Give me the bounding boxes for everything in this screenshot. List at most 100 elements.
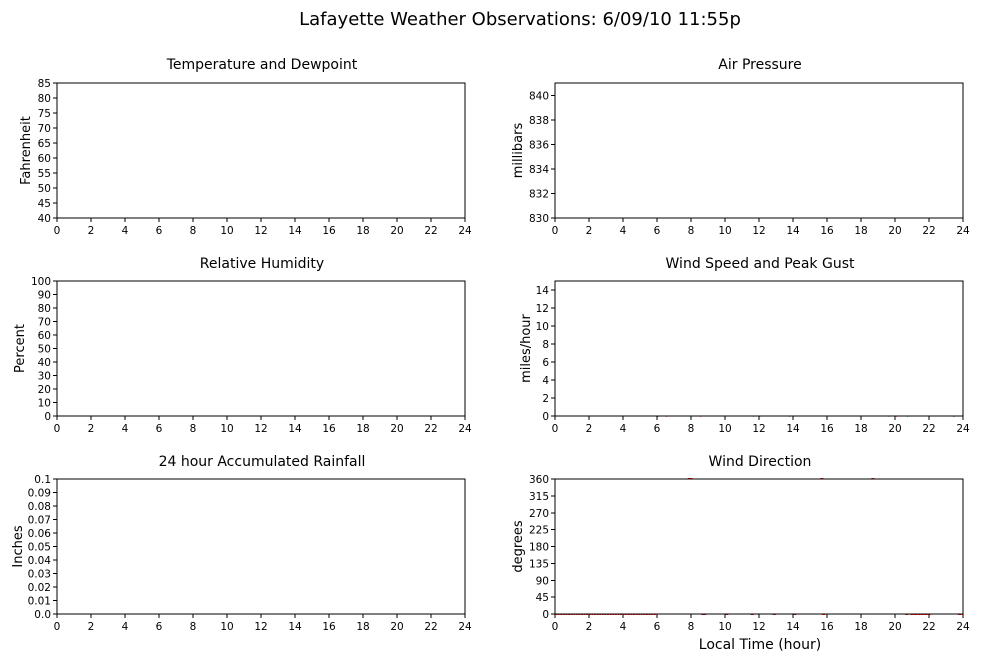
press-x-tick-label: 8 (688, 225, 695, 237)
temp-x-tick-label: 22 (424, 225, 437, 237)
wind-x-tick-label: 18 (854, 423, 867, 435)
wind-x-tick-label: 16 (820, 423, 834, 435)
dir-x-tick-label: 12 (752, 621, 765, 633)
rain-y-tick-label: 0.08 (28, 501, 51, 513)
rh-x-tick-label: 4 (122, 423, 129, 435)
rain-x-tick-label: 10 (220, 621, 233, 633)
temp-x-tick-label: 2 (88, 225, 95, 237)
figure-title: Lafayette Weather Observations: 6/09/10 … (299, 9, 741, 30)
wind-x-tick-label: 12 (752, 423, 765, 435)
wind-x-tick-label: 6 (654, 423, 661, 435)
rain-x-tick-label: 0 (54, 621, 61, 633)
temp-y-tick-label: 70 (38, 123, 51, 135)
temp-y-tick-label: 75 (38, 108, 51, 120)
temp-x-tick-label: 14 (288, 225, 302, 237)
rain-y-axis-label: Inches (11, 525, 26, 567)
temp-frame (56, 82, 466, 219)
rh-x-tick-label: 18 (356, 423, 369, 435)
rh-x-tick-label: 0 (54, 423, 61, 435)
rh-x-tick-label: 22 (424, 423, 437, 435)
rain-x-tick-label: 12 (254, 621, 267, 633)
temp-y-tick-label: 40 (38, 213, 51, 225)
dir-x-tick-label: 6 (654, 621, 661, 633)
wind-title: Wind Speed and Peak Gust (666, 256, 855, 272)
rain-frame (56, 478, 466, 615)
press-x-tick-label: 0 (552, 225, 559, 237)
wind-x-tick-label: 2 (586, 423, 593, 435)
temp-y-tick-label: 45 (38, 198, 51, 210)
dir-y-tick-label: 315 (529, 491, 549, 503)
dir-x-tick-label: 0 (552, 621, 559, 633)
press-y-tick-label: 832 (529, 188, 549, 200)
rh-x-tick-label: 2 (88, 423, 95, 435)
rain-y-tick-label: 0.02 (28, 582, 51, 594)
temp-x-tick-label: 0 (54, 225, 61, 237)
wind-x-tick-label: 24 (956, 423, 970, 435)
dir-x-tick-label: 16 (820, 621, 834, 633)
dir-x-tick-label: 24 (956, 621, 970, 633)
press-x-tick-label: 12 (752, 225, 765, 237)
wind-x-tick-label: 8 (688, 423, 695, 435)
rain-x-tick-label: 24 (458, 621, 472, 633)
press-y-tick-label: 830 (529, 213, 549, 225)
temp-x-tick-label: 18 (356, 225, 369, 237)
wind-x-tick-label: 4 (620, 423, 627, 435)
rh-y-tick-label: 10 (38, 398, 51, 410)
rain-y-tick-label: 0.0 (34, 609, 51, 621)
temp-x-tick-label: 12 (254, 225, 267, 237)
rain-x-tick-label: 4 (122, 621, 129, 633)
wind-y-tick-label: 4 (542, 375, 549, 387)
press-x-tick-label: 24 (956, 225, 970, 237)
rh-y-tick-label: 0 (44, 411, 51, 423)
wind-x-tick-label: 14 (786, 423, 800, 435)
dir-x-tick-label: 18 (854, 621, 867, 633)
rh-y-tick-label: 80 (38, 303, 51, 315)
wind-frame (554, 280, 964, 417)
rh-title: Relative Humidity (200, 256, 324, 272)
dir-frame (554, 478, 964, 615)
press-x-tick-label: 14 (786, 225, 800, 237)
rain-y-tick-label: 0.06 (28, 528, 52, 540)
rain-y-tick-label: 0.01 (28, 596, 51, 608)
dir-x-tick-label: 10 (718, 621, 731, 633)
press-title: Air Pressure (718, 57, 801, 73)
press-y-tick-label: 838 (529, 115, 549, 127)
rh-y-axis-label: Percent (13, 324, 28, 373)
temp-x-tick-label: 6 (156, 225, 163, 237)
wind-y-axis-label: miles/hour (519, 313, 534, 382)
wind-x-tick-label: 22 (922, 423, 935, 435)
rain-x-tick-label: 6 (156, 621, 163, 633)
rain-x-tick-label: 8 (190, 621, 197, 633)
press-y-axis-label: millibars (511, 123, 526, 179)
press-x-tick-label: 10 (718, 225, 731, 237)
dir-x-tick-label: 8 (688, 621, 695, 633)
rh-y-tick-label: 100 (31, 276, 51, 288)
wind-x-tick-label: 20 (888, 423, 901, 435)
rain-x-tick-label: 16 (322, 621, 336, 633)
wind-y-tick-label: 8 (542, 339, 549, 351)
press-x-tick-label: 18 (854, 225, 867, 237)
wind-x-tick-label: 0 (552, 423, 559, 435)
rain-y-tick-label: 0.05 (28, 542, 51, 554)
wind-y-tick-label: 12 (536, 303, 549, 315)
rh-x-tick-label: 12 (254, 423, 267, 435)
dir-y-tick-label: 360 (529, 474, 549, 486)
wind-y-tick-label: 14 (536, 285, 550, 297)
rh-y-tick-label: 20 (38, 384, 51, 396)
rain-y-tick-label: 0.07 (28, 515, 51, 527)
wind-y-tick-label: 0 (542, 411, 549, 423)
dir-y-axis-label: degrees (511, 520, 526, 573)
rh-y-tick-label: 70 (38, 317, 51, 329)
dir-x-tick-label: 20 (888, 621, 901, 633)
press-x-tick-label: 6 (654, 225, 661, 237)
rain-x-tick-label: 2 (88, 621, 95, 633)
rain-y-tick-label: 0.09 (28, 488, 51, 500)
rain-x-tick-label: 18 (356, 621, 369, 633)
rh-x-tick-label: 6 (156, 423, 163, 435)
x-axis-label: Local Time (hour) (699, 637, 821, 653)
dir-y-tick-label: 180 (529, 542, 549, 554)
dir-y-tick-label: 270 (529, 508, 549, 520)
